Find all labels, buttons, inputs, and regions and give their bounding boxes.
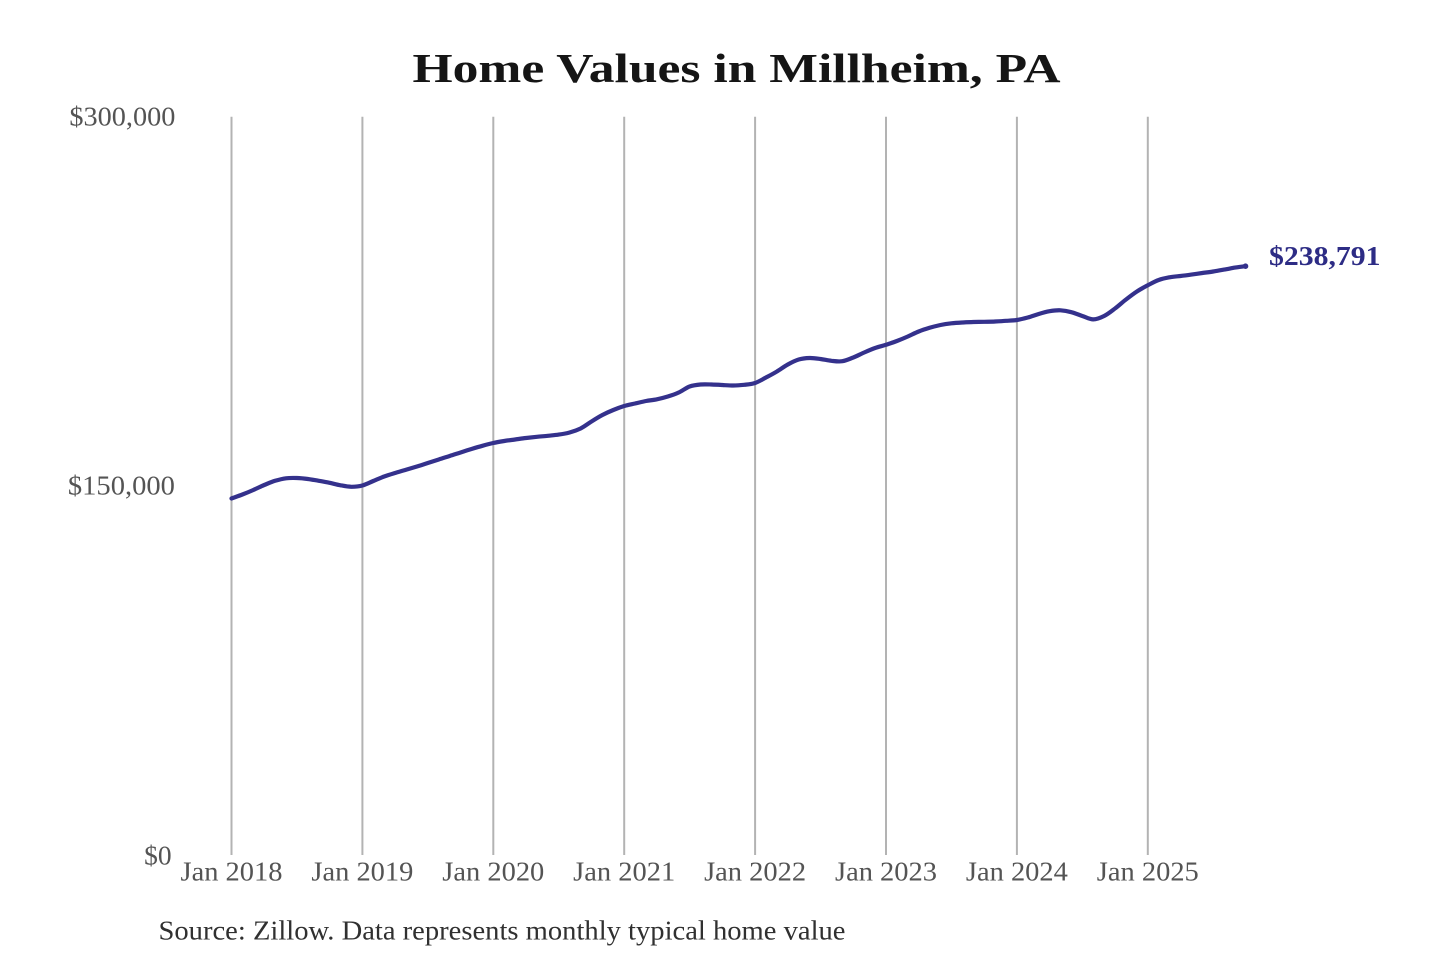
svg-text:$0: $0 [144,840,172,871]
svg-text:$300,000: $300,000 [69,101,175,132]
svg-text:Jan 2025: Jan 2025 [1097,855,1199,886]
svg-text:Source: Zillow. Data represent: Source: Zillow. Data represents monthly … [159,916,846,946]
svg-text:Jan 2020: Jan 2020 [442,855,544,886]
svg-text:Jan 2022: Jan 2022 [704,855,806,886]
svg-text:Jan 2023: Jan 2023 [835,855,937,886]
svg-text:Jan 2019: Jan 2019 [311,855,413,886]
svg-text:Jan 2018: Jan 2018 [181,855,283,886]
svg-text:$238,791: $238,791 [1269,241,1381,271]
svg-text:$150,000: $150,000 [68,470,175,501]
svg-text:Jan 2021: Jan 2021 [573,855,675,886]
svg-text:Jan 2024: Jan 2024 [966,855,1068,886]
svg-text:Home Values in Millheim, PA: Home Values in Millheim, PA [413,45,1061,91]
